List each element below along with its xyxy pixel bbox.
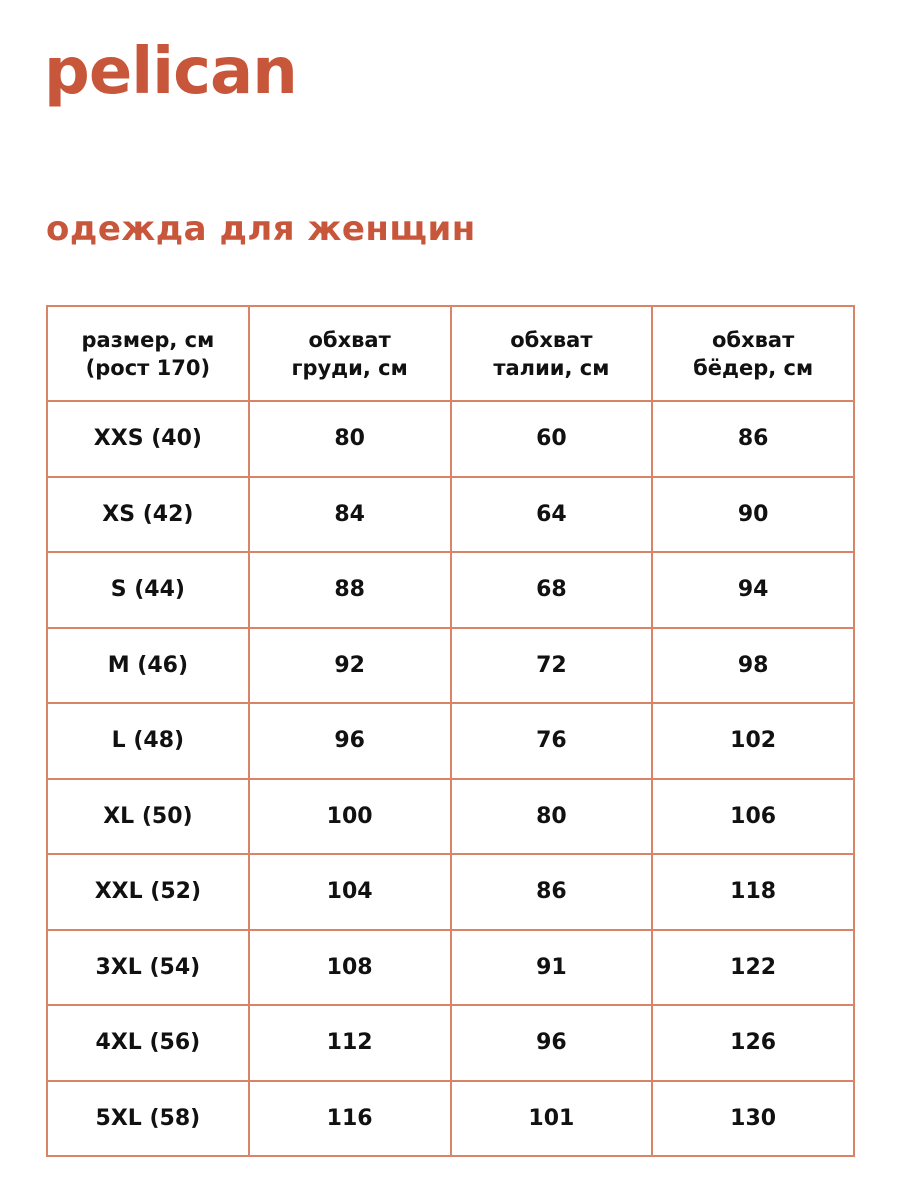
header-waist: обхват талии, см — [449, 305, 654, 402]
table-row: M (46) 92 72 98 — [46, 626, 855, 704]
cell-hips: 94 — [651, 551, 855, 629]
header-line: обхват — [510, 327, 593, 352]
cell-size: 3XL (54) — [46, 928, 250, 1006]
cell-hips: 98 — [651, 626, 855, 704]
cell-chest: 92 — [247, 626, 452, 704]
cell-hips: 118 — [651, 853, 855, 931]
cell-size: XXL (52) — [46, 853, 250, 931]
cell-hips: 130 — [651, 1079, 855, 1157]
cell-hips: 102 — [651, 702, 855, 780]
header-size: размер, см (рост 170) — [46, 305, 250, 402]
page-subtitle: одежда для женщин — [46, 209, 476, 249]
cell-chest: 80 — [247, 400, 452, 478]
table-row: 3XL (54) 108 91 122 — [46, 928, 855, 1006]
cell-waist: 60 — [449, 400, 654, 478]
cell-chest: 84 — [247, 475, 452, 553]
header-line: обхват — [711, 327, 795, 352]
cell-chest: 96 — [247, 702, 452, 780]
table-row: 5XL (58) 116 101 130 — [46, 1079, 855, 1157]
cell-waist: 76 — [449, 702, 654, 780]
cell-hips: 86 — [651, 400, 855, 478]
header-line: талии, см — [493, 355, 610, 380]
cell-hips: 106 — [651, 777, 855, 855]
header-hips: обхват бёдер, см — [651, 305, 855, 402]
cell-waist: 72 — [449, 626, 654, 704]
cell-hips: 90 — [651, 475, 855, 553]
cell-hips: 126 — [651, 1004, 855, 1082]
cell-waist: 101 — [449, 1079, 654, 1157]
header-line: размер, см — [81, 327, 215, 352]
pelican-logo: pelican — [44, 35, 298, 109]
cell-chest: 116 — [247, 1079, 452, 1157]
cell-size: XS (42) — [46, 475, 250, 553]
cell-waist: 96 — [449, 1004, 654, 1082]
table-row: S (44) 88 68 94 — [46, 551, 855, 629]
cell-chest: 112 — [247, 1004, 452, 1082]
cell-hips: 122 — [651, 928, 855, 1006]
header-chest: обхват груди, см — [247, 305, 452, 402]
cell-waist: 64 — [449, 475, 654, 553]
cell-chest: 88 — [247, 551, 452, 629]
table-row: XL (50) 100 80 106 — [46, 777, 855, 855]
table-row: XXS (40) 80 60 86 — [46, 400, 855, 478]
header-line: груди, см — [291, 355, 408, 380]
table-row: L (48) 96 76 102 — [46, 702, 855, 780]
cell-waist: 91 — [449, 928, 654, 1006]
cell-waist: 80 — [449, 777, 654, 855]
cell-size: L (48) — [46, 702, 250, 780]
cell-waist: 86 — [449, 853, 654, 931]
header-line: обхват — [308, 327, 391, 352]
header-line: (рост 170) — [85, 355, 211, 380]
cell-size: XL (50) — [46, 777, 250, 855]
cell-chest: 104 — [247, 853, 452, 931]
size-table: размер, см (рост 170) обхват груди, см обхва… — [46, 305, 855, 1157]
cell-size: XXS (40) — [46, 400, 250, 478]
header-row: размер, см (рост 170) обхват груди, см обхва… — [46, 305, 855, 402]
header-line: бёдер, см — [693, 355, 814, 380]
cell-size: M (46) — [46, 626, 250, 704]
table-row: 4XL (56) 112 96 126 — [46, 1004, 855, 1082]
cell-size: 5XL (58) — [46, 1079, 250, 1157]
table-row: XXL (52) 104 86 118 — [46, 853, 855, 931]
cell-chest: 100 — [247, 777, 452, 855]
cell-size: 4XL (56) — [46, 1004, 250, 1082]
cell-size: S (44) — [46, 551, 250, 629]
cell-waist: 68 — [449, 551, 654, 629]
cell-chest: 108 — [247, 928, 452, 1006]
table-row: XS (42) 84 64 90 — [46, 475, 855, 553]
